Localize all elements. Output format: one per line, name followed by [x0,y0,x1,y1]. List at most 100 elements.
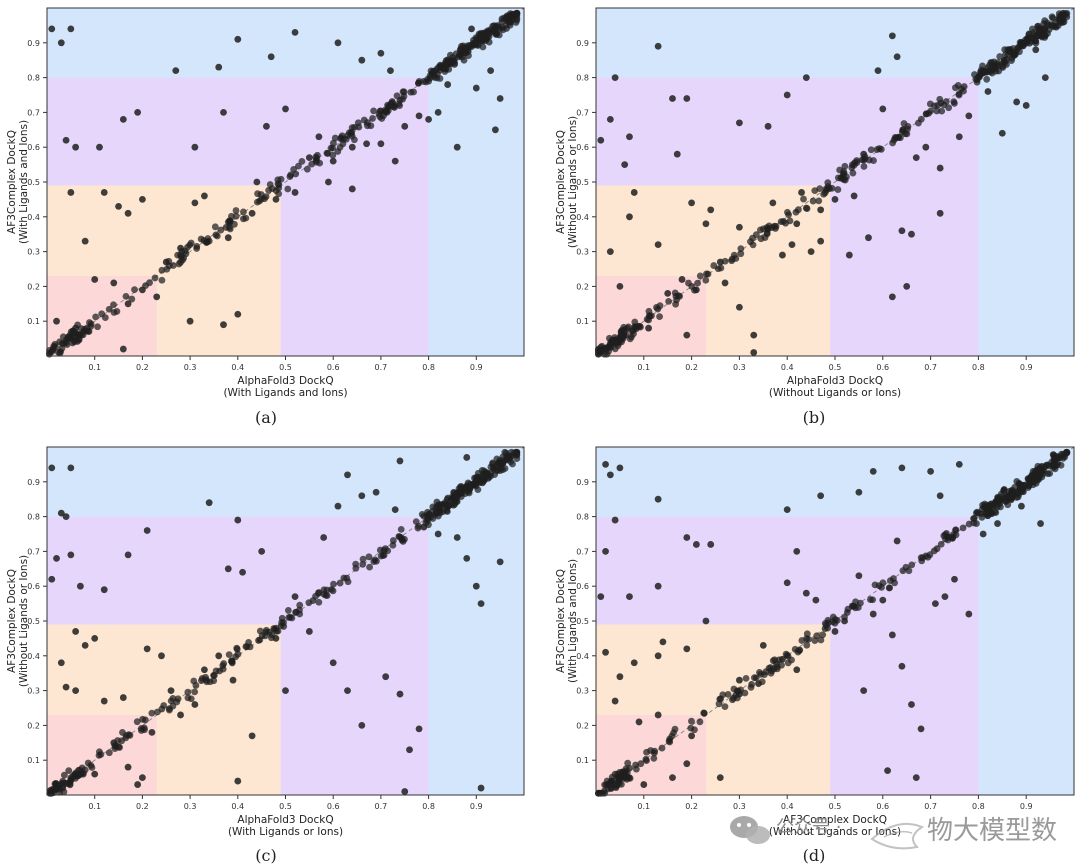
data-point [821,189,829,197]
data-point [965,610,973,618]
data-point [191,688,199,696]
data-point [630,189,638,196]
data-point [984,88,992,95]
data-point [767,669,775,677]
data-point [783,91,791,99]
data-point [153,708,161,716]
data-point [611,516,619,524]
data-point [704,270,712,278]
y-tick-label: 0.9 [27,478,40,487]
data-point [158,652,165,660]
data-point [606,248,614,256]
data-point [849,169,857,177]
data-point [855,488,863,496]
data-point [940,101,948,109]
data-point [329,587,337,595]
data-point [513,16,521,24]
data-point [867,146,875,154]
data-point [348,185,356,193]
data-point [933,545,941,553]
data-point [841,176,849,184]
x-tick-label: 0.2 [685,363,698,372]
data-point [875,145,883,152]
data-point [474,486,482,494]
data-point [344,471,351,479]
data-point [802,589,810,597]
data-point [424,516,432,524]
data-point [234,777,242,785]
data-point [396,457,404,465]
data-point [645,312,653,320]
data-point [658,744,666,752]
data-point [393,92,401,100]
data-point [499,460,507,467]
data-point [761,234,769,241]
x-tick-label: 0.3 [733,363,746,372]
x-tick-label: 0.1 [637,802,650,811]
x-tick-label: 0.8 [422,363,435,372]
data-point [912,154,920,162]
data-point [426,72,434,80]
data-point [391,157,399,165]
data-point [803,630,811,638]
data-point [73,338,81,345]
data-point [62,513,70,520]
data-point [936,209,944,217]
data-point [624,759,632,767]
data-point [401,122,409,130]
x-tick-label: 0.1 [88,802,101,811]
data-point [124,763,132,771]
data-point [893,53,901,61]
data-point [669,95,676,102]
data-point [893,537,901,545]
data-point [978,513,986,521]
y-tick-label: 0.6 [576,582,589,591]
data-point [749,234,756,242]
data-point [848,161,856,169]
points-group [46,448,521,797]
data-point [926,551,934,559]
data-point [217,226,225,234]
data-point [933,107,941,115]
caption-d: (d) [802,846,826,865]
data-point [777,218,785,226]
data-point [707,206,715,214]
data-point [771,656,779,664]
data-point [213,232,221,240]
x-tick-label: 0.7 [924,363,937,372]
data-point [272,196,280,203]
data-point [203,678,211,686]
scatter-chart-c: 0.1 0.2 0.3 0.4 0.5 0.6 0.7 0.8 0.9 0.1 0.2 0.3 0.4 0… [6,446,525,838]
data-point [381,545,389,553]
data-point [654,495,662,503]
data-point [399,538,407,545]
data-point [240,208,247,216]
data-point [366,563,373,571]
data-point [778,661,785,669]
data-point [812,596,820,604]
data-point [358,492,366,500]
data-point [926,100,934,108]
data-point [428,508,436,516]
data-point [938,107,946,115]
y-tick-label: 0.3 [27,248,40,257]
data-point [845,251,853,259]
data-point [261,632,269,640]
y-tick-label: 0.6 [27,143,40,152]
data-point [643,748,650,756]
data-point [817,237,825,245]
data-point [854,604,862,611]
data-point [253,178,261,186]
data-point [91,635,99,642]
data-point [878,583,885,591]
data-point [226,219,234,227]
data-point [736,119,743,127]
data-point [927,467,934,475]
data-point [994,59,1002,67]
x-tick-label: 0.1 [88,363,101,372]
caption-a: (a) [254,408,278,427]
data-point [688,199,695,207]
data-point [373,557,380,565]
data-point [960,83,968,90]
data-point [184,688,192,696]
